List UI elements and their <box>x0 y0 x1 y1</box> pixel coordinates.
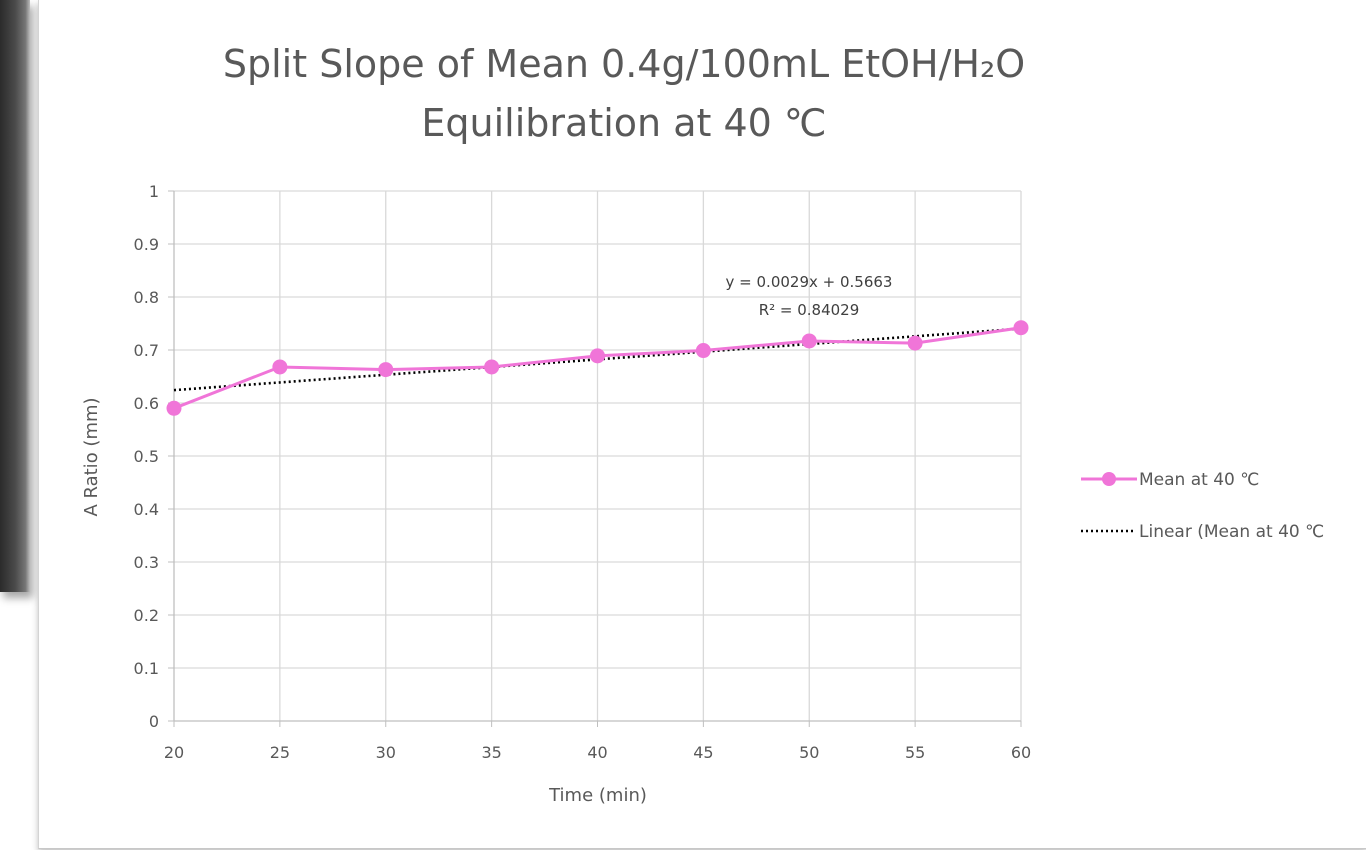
trendline-linear <box>173 327 1022 392</box>
data-point[interactable] <box>590 348 605 364</box>
y-tick-label: 0.9 <box>134 235 159 254</box>
data-point[interactable] <box>801 333 817 349</box>
data-point[interactable] <box>484 359 500 375</box>
data-point[interactable] <box>378 362 394 378</box>
x-tick-label: 55 <box>905 743 925 762</box>
data-point[interactable] <box>695 343 711 359</box>
legend-label-linear: Linear (Mean at 40 ℃ <box>1139 522 1324 542</box>
chart-area: Split Slope of Mean 0.4g/100mL EtOH/H₂O … <box>38 0 1366 849</box>
y-tick-label: 0.8 <box>134 288 159 307</box>
y-tick-label: 0 <box>149 712 159 731</box>
y-tick-label: 0.3 <box>134 553 159 572</box>
x-tick-label: 40 <box>587 743 607 762</box>
y-tick-label: 0.6 <box>134 394 159 413</box>
trendline-layer <box>173 327 1022 392</box>
axes <box>168 190 1022 727</box>
chart-title-line2: Equilibration at 40 ℃ <box>421 101 826 145</box>
x-tick-label: 25 <box>270 743 290 762</box>
y-tick-label: 0.4 <box>134 500 159 519</box>
y-tick-label: 0.1 <box>134 659 159 678</box>
y-tick-label: 0.5 <box>134 447 159 466</box>
chart-svg: Split Slope of Mean 0.4g/100mL EtOH/H₂O … <box>81 42 1324 806</box>
legend: Mean at 40 ℃ Linear (Mean at 40 ℃ <box>1081 470 1324 542</box>
y-tick-label: 0.2 <box>134 606 159 625</box>
data-point[interactable] <box>1013 320 1029 336</box>
y-tick-label: 0.7 <box>134 341 159 360</box>
x-axis-title: Time (min) <box>548 785 647 806</box>
series-layer <box>166 320 1029 416</box>
data-point[interactable] <box>166 400 182 416</box>
y-axis-title: A Ratio (mm) <box>81 397 102 516</box>
legend-item-mean[interactable]: Mean at 40 ℃ <box>1081 470 1259 490</box>
chart-title-line1: Split Slope of Mean 0.4g/100mL EtOH/H₂O <box>223 42 1025 86</box>
x-tick-label: 60 <box>1011 743 1031 762</box>
x-tick-label: 45 <box>693 743 713 762</box>
x-tick-label: 50 <box>799 743 819 762</box>
x-tick-label: 35 <box>481 743 501 762</box>
x-tick-label: 20 <box>164 743 184 762</box>
data-point[interactable] <box>272 359 288 375</box>
trendline-r-squared: R² = 0.84029 <box>759 301 860 319</box>
legend-marker-mean <box>1102 472 1116 486</box>
legend-item-linear[interactable]: Linear (Mean at 40 ℃ <box>1081 522 1324 542</box>
trendline-equation: y = 0.0029x + 0.5663 <box>726 273 893 291</box>
side-panel <box>0 0 30 592</box>
y-tick-label: 1 <box>149 182 159 201</box>
grid-lines <box>174 190 1022 721</box>
tick-labels: 0 0.1 0.2 0.3 0.4 0.5 0.6 0.7 0.8 0.9 1 20 25 30 35 40 4… <box>134 182 1032 762</box>
data-point[interactable] <box>907 335 923 351</box>
legend-label-mean: Mean at 40 ℃ <box>1139 470 1259 490</box>
x-tick-label: 30 <box>376 743 396 762</box>
